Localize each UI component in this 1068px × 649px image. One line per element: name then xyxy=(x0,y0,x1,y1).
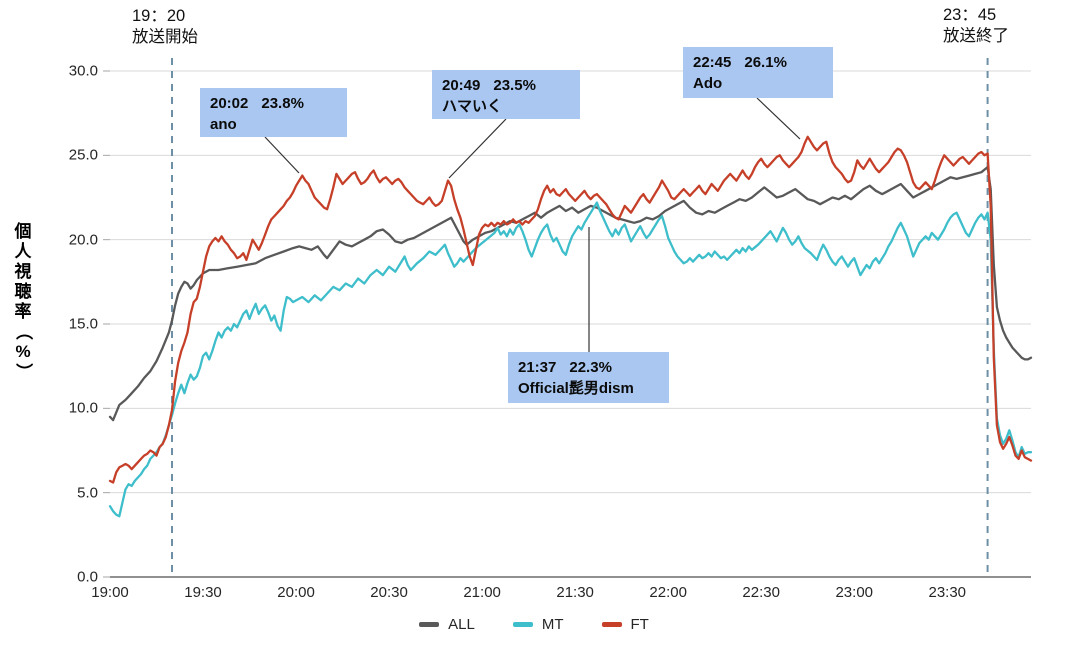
x-tick-label: 21:00 xyxy=(463,584,501,601)
legend-item-mt: MT xyxy=(512,616,564,633)
annotation-value: 23.5% xyxy=(493,77,536,94)
y-axis-title-char: 率 xyxy=(14,302,32,321)
legend-swatch-ft xyxy=(601,622,622,627)
legend-label: ALL xyxy=(448,616,475,633)
annotation-line1: 22:45 26.1% xyxy=(693,52,823,73)
legend-label: FT xyxy=(630,616,649,633)
annotation-artist: Ado xyxy=(693,75,723,92)
y-axis-title-char: % xyxy=(15,342,31,361)
x-tick-label: 21:30 xyxy=(556,584,594,601)
event-label-broadcast-start: 19：20 放送開始 xyxy=(132,6,198,48)
annotation-line1: 20:49 23.5% xyxy=(442,75,570,96)
x-tick-label: 23:30 xyxy=(928,584,967,601)
annotation-artist: ハマいく xyxy=(442,98,503,115)
y-tick-label: 20.0 xyxy=(68,231,98,249)
legend-swatch-mt xyxy=(512,622,533,627)
y-axis-title-char: 個 xyxy=(14,222,32,241)
y-axis-title-char: ） xyxy=(13,363,33,380)
y-tick-label: 25.0 xyxy=(68,146,98,164)
series-line-ALL xyxy=(108,165,1033,422)
series-line-MT xyxy=(108,201,1033,518)
x-tick-label: 20:30 xyxy=(370,584,408,601)
annotation-artist: ano xyxy=(210,116,237,133)
y-axis-title: 個人視聴率 （% ） xyxy=(10,222,36,381)
annotation-time: 20:49 xyxy=(442,77,481,94)
annotation-time: 22:45 xyxy=(693,54,732,71)
x-tick-label: 22:30 xyxy=(742,584,780,601)
legend-item-all: ALL xyxy=(419,616,475,633)
y-axis-title-char: 視 xyxy=(14,262,32,281)
legend-swatch-all xyxy=(419,622,440,627)
annotation-callout-ano: 20:02 23.8% ano xyxy=(200,88,347,137)
annotation-callout-hamaiku: 20:49 23.5% ハマいく xyxy=(432,70,580,119)
y-tick-label: 15.0 xyxy=(68,315,98,333)
y-tick-label: 0.0 xyxy=(77,568,98,586)
x-tick-label: 19:00 xyxy=(91,584,129,601)
series-line-FT xyxy=(108,135,1033,484)
annotation-line1: 21:37 22.3% xyxy=(518,357,659,378)
annotation-callout-ado: 22:45 26.1% Ado xyxy=(683,47,833,98)
event-text: 放送開始 xyxy=(132,28,198,46)
annotation-leader-line xyxy=(264,136,300,174)
annotation-value: 22.3% xyxy=(569,359,612,376)
x-tick-label: 20:00 xyxy=(277,584,315,601)
annotation-time: 20:02 xyxy=(210,95,249,112)
x-tick-label: 19:30 xyxy=(184,584,222,601)
y-tick-label: 5.0 xyxy=(77,484,98,502)
y-axis-title-char: 聴 xyxy=(14,282,32,301)
y-tick-label: 10.0 xyxy=(68,399,98,417)
event-time: 19：20 xyxy=(132,7,186,25)
annotation-line1: 20:02 23.8% xyxy=(210,93,337,114)
annotation-leader-line xyxy=(756,97,801,140)
chart-legend: ALL MT FT xyxy=(0,616,1068,633)
annotation-value: 23.8% xyxy=(261,95,304,112)
legend-label: MT xyxy=(541,616,564,633)
y-tick-label: 30.0 xyxy=(68,62,98,80)
x-tick-label: 23:00 xyxy=(835,584,874,601)
x-tick-label: 22:00 xyxy=(649,584,687,601)
annotation-artist: Official髭男dism xyxy=(518,380,634,397)
y-axis-title-char: 人 xyxy=(14,242,32,261)
event-text: 放送終了 xyxy=(943,27,1009,45)
event-label-broadcast-end: 23：45 放送終了 xyxy=(943,5,1009,47)
annotation-leader-line xyxy=(448,118,507,179)
legend-item-ft: FT xyxy=(601,616,649,633)
event-time: 23：45 xyxy=(943,6,997,24)
y-axis-title-char: （ xyxy=(13,323,33,340)
annotation-value: 26.1% xyxy=(744,54,787,71)
annotation-callout-higedan: 21:37 22.3% Official髭男dism xyxy=(508,352,669,403)
annotation-time: 21:37 xyxy=(518,359,557,376)
